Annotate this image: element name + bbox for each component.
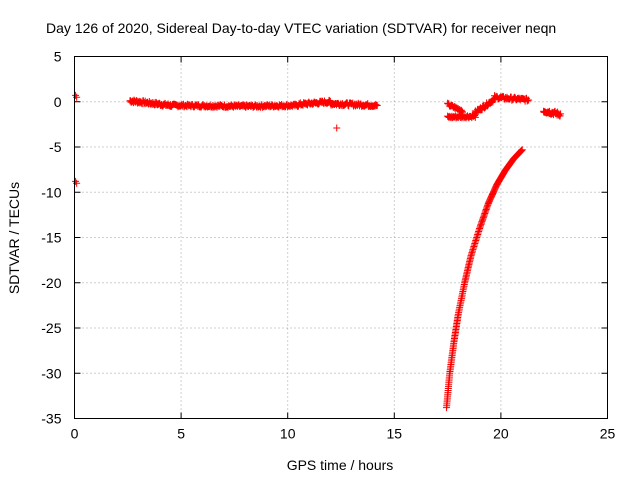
y-tick-label: -10	[41, 184, 61, 200]
x-tick-label: 10	[280, 426, 296, 442]
data-point	[458, 107, 466, 115]
x-tick-label: 25	[600, 426, 616, 442]
data-point	[72, 91, 80, 99]
data-point	[372, 100, 380, 108]
x-tick-label: 15	[387, 426, 403, 442]
x-axis-label: GPS time / hours	[287, 457, 394, 473]
y-tick-label: 0	[54, 94, 62, 110]
data-point	[523, 97, 531, 105]
grid-lines	[74, 56, 608, 419]
data-point	[459, 108, 467, 116]
axis-ticks	[74, 56, 608, 419]
chart-title: Day 126 of 2020, Sidereal Day-to-day VTE…	[46, 20, 556, 36]
data-point	[72, 177, 80, 185]
y-tick-label: 5	[54, 49, 62, 65]
y-tick-label: -35	[41, 411, 61, 427]
tick-labels: 0 5 10 15 20 25 5 0 -5 -10 -15 -20 -25 -30 -35	[41, 49, 615, 442]
data-points	[72, 91, 565, 412]
y-axis-label: SDTVAR / TECUs	[6, 182, 22, 294]
data-point	[333, 124, 341, 132]
y-tick-label: -30	[41, 365, 61, 381]
y-tick-label: -5	[49, 139, 62, 155]
x-tick-label: 20	[493, 426, 509, 442]
data-point	[471, 113, 479, 121]
x-tick-label: 5	[177, 426, 185, 442]
data-point	[557, 110, 565, 118]
data-point	[373, 101, 381, 109]
x-tick-label: 0	[71, 426, 79, 442]
data-point	[518, 146, 526, 154]
y-tick-label: -20	[41, 275, 61, 291]
y-tick-label: -25	[41, 320, 61, 336]
plot-frame	[74, 56, 608, 419]
data-point	[525, 96, 533, 104]
y-tick-label: -15	[41, 230, 61, 246]
